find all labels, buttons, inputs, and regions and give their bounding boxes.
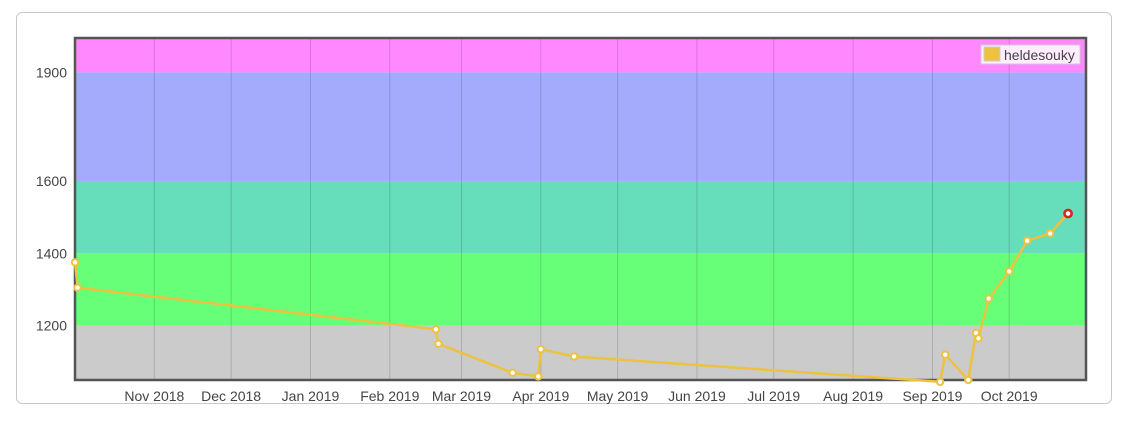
data-point[interactable]	[434, 339, 443, 349]
x-tick-label: Jun 2019	[668, 388, 726, 404]
x-tick-label: Oct 2019	[981, 388, 1038, 404]
legend-label: heldesouky	[1004, 47, 1075, 63]
y-tick-label: 1200	[36, 318, 67, 334]
series-layer	[70, 208, 1073, 387]
rating-band-4	[75, 38, 1086, 73]
rating-band-1	[75, 253, 1086, 326]
rating-band-0	[75, 325, 1086, 380]
data-point[interactable]	[73, 283, 82, 292]
data-point[interactable]	[534, 372, 543, 381]
x-tick-label: Apr 2019	[512, 388, 569, 404]
x-tick-label: May 2019	[587, 388, 649, 404]
y-axis-ticks: 1200 1400 1600 1900	[36, 64, 67, 333]
data-point[interactable]	[569, 352, 579, 361]
x-axis-ticks: Nov 2018 Dec 2018 Jan 2019 Feb 2019 Mar 2019…	[124, 388, 1037, 404]
data-point[interactable]	[974, 334, 983, 343]
x-tick-label: Sep 2019	[902, 388, 962, 404]
data-point[interactable]	[431, 325, 441, 334]
grid-lines	[153, 38, 1010, 380]
data-point[interactable]	[1045, 229, 1055, 238]
data-point[interactable]	[1005, 267, 1014, 276]
data-point[interactable]	[508, 368, 517, 377]
rating-band-3	[75, 72, 1086, 181]
data-point[interactable]	[964, 375, 973, 385]
data-point[interactable]	[536, 345, 546, 354]
rating-band-2	[75, 180, 1086, 254]
data-point[interactable]	[70, 258, 80, 267]
legend: heldesouky	[980, 44, 1081, 65]
plot-border	[73, 36, 1088, 382]
rating-bands	[75, 38, 1086, 380]
x-tick-label: Aug 2019	[823, 388, 883, 404]
y-tick-label: 1900	[36, 64, 67, 80]
x-tick-label: Feb 2019	[360, 388, 419, 404]
legend-box	[980, 44, 1081, 65]
data-point-latest[interactable]	[1063, 208, 1073, 219]
x-tick-label: Jan 2019	[282, 388, 340, 404]
data-point[interactable]	[1022, 236, 1032, 245]
data-point[interactable]	[984, 294, 993, 303]
x-tick-label: Mar 2019	[432, 388, 491, 404]
x-tick-label: Jul 2019	[747, 388, 800, 404]
data-point[interactable]	[941, 350, 950, 359]
y-tick-label: 1400	[36, 245, 67, 261]
y-tick-label: 1600	[36, 173, 67, 189]
x-tick-label: Dec 2018	[201, 388, 261, 404]
x-tick-label: Nov 2018	[124, 388, 184, 404]
data-point[interactable]	[935, 377, 945, 387]
legend-swatch	[983, 46, 1001, 62]
